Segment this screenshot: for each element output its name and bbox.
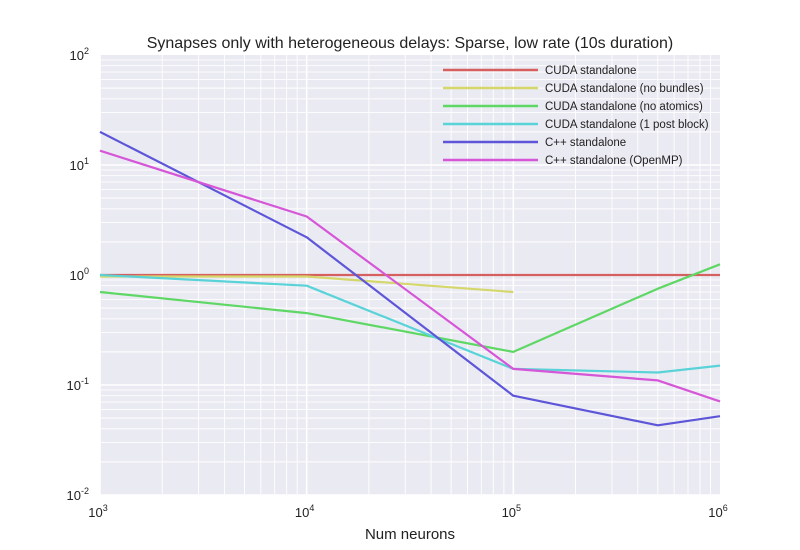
series-line-6 [99,149,721,403]
series-lines [99,130,721,427]
legend-label: CUDA standalone (no atomics) [545,101,703,113]
legend-label: C++ standalone (OpenMP) [545,155,683,167]
y-tick-label: 10-2 [67,486,89,503]
x-tick-label: 105 [502,503,521,520]
legend-label: CUDA standalone [545,65,636,77]
y-tick-label: 10-1 [67,376,89,393]
x-tick-label: 104 [295,503,314,520]
y-tick-label: 101 [70,156,89,173]
legend-label: CUDA standalone (1 post block) [545,119,709,131]
tick-labels: 103 104 105 106 102 101 100 10-1 10-2 [67,46,728,520]
series-line-2 [100,275,514,294]
y-tick-label: 100 [70,266,89,283]
x-axis-label: Num neurons [365,526,455,543]
legend-label: CUDA standalone (no bundles) [545,83,704,95]
y-tick-label: 102 [70,46,89,63]
legend-label: C++ standalone [545,137,626,149]
series-line-3 [99,263,721,353]
series-line-5 [99,130,721,427]
chart-title: Synapses only with heterogeneous delays:… [147,35,674,52]
x-tick-label: 103 [88,503,107,520]
legend: CUDA standalone CUDA standalone (no bundl… [443,65,709,167]
x-tick-label: 106 [708,503,727,520]
